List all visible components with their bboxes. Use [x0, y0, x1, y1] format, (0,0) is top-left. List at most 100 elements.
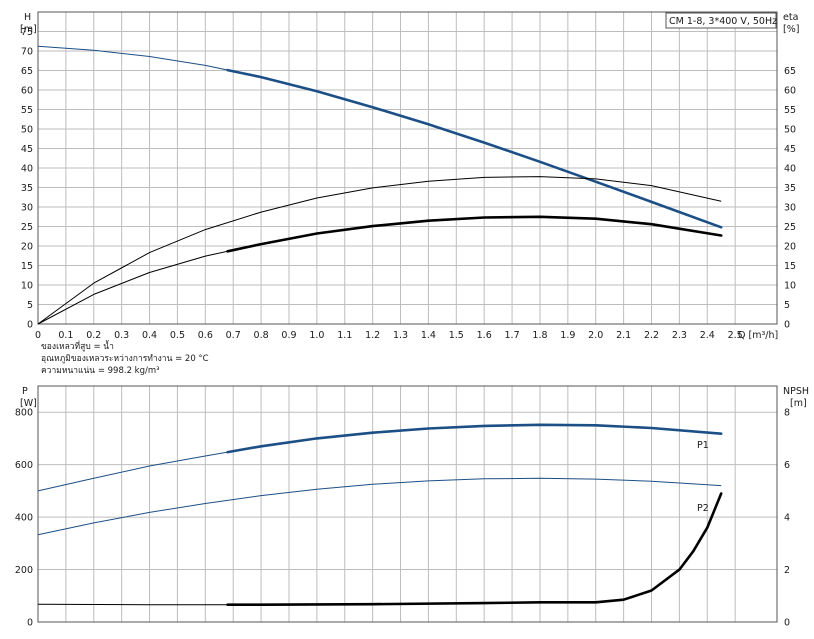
- top-y-tick-label: 70: [21, 47, 33, 58]
- top-x-tick-label: 0.1: [58, 330, 73, 341]
- top-x-tick-label: 1.1: [337, 330, 352, 341]
- top-y-tick-label: 55: [21, 105, 33, 116]
- top-y-axis-label: H: [24, 12, 31, 23]
- top-chart-frame: [37, 11, 778, 325]
- top-x-tick-label: 2.4: [700, 330, 715, 341]
- bottom-chart-ticks: 0 200 400 600 800 0 2 4 6 8: [15, 408, 790, 629]
- top-y2-tick-label: 65: [784, 66, 796, 77]
- top-y2-tick-label: 55: [784, 105, 796, 116]
- bottom-series-npsh-curve-line: [37, 493, 722, 606]
- top-y2-tick-label: 40: [784, 164, 796, 175]
- top-y-tick-label: 30: [21, 203, 33, 214]
- top-y-tick-label: 25: [21, 222, 33, 233]
- top-y2-tick-label: 0: [784, 320, 790, 331]
- top-series-efficiency-curve-bold-line: [37, 216, 722, 325]
- top-x-tick-label: 0.9: [281, 330, 296, 341]
- top-x-tick-label: 0.8: [254, 330, 269, 341]
- top-y-tick-label: 20: [21, 242, 33, 253]
- top-x-axis-label: Q [m³/h]: [738, 330, 778, 341]
- bottom-chart-series: [37, 423, 723, 606]
- bottom-y-axis-unit: [W]: [20, 398, 37, 409]
- top-y2-tick-label: 30: [784, 203, 796, 214]
- series-label-p2: P2: [697, 503, 709, 514]
- top-x-tick-label: 0.5: [170, 330, 185, 341]
- bottom-series-p1-operating-range: [226, 423, 723, 454]
- top-y2-axis-label: eta: [783, 12, 798, 23]
- series-label-p1: P1: [697, 440, 709, 451]
- top-y2-tick-label: 60: [784, 86, 796, 97]
- top-y2-tick-label: 5: [784, 300, 790, 311]
- top-y-tick-label: 40: [21, 164, 33, 175]
- top-chart-grid: [38, 12, 777, 324]
- bottom-chart-grid: [38, 386, 777, 622]
- bottom-y2-axis-unit: [m]: [790, 398, 807, 409]
- chart-title-box: CM 1-8, 3*400 V, 50Hz: [665, 12, 777, 29]
- top-x-tick-label: 0.6: [198, 330, 213, 341]
- top-x-tick-label: 2.5: [728, 330, 743, 341]
- bottom-y-tick-label: 600: [15, 460, 33, 471]
- bottom-chart-frame: [37, 385, 778, 623]
- bottom-y2-tick-label: 4: [784, 513, 790, 524]
- top-series-head-curve-line: [37, 45, 722, 228]
- top-x-tick-label: 0.3: [114, 330, 129, 341]
- bottom-y-tick-label: 400: [15, 513, 33, 524]
- top-y-tick-label: 60: [21, 86, 33, 97]
- note-liquid-temperature: อุณหภูมิของเหลวระหว่างการทำงาน = 20 °C: [41, 354, 209, 364]
- top-y2-tick-label: 50: [784, 125, 796, 136]
- top-y-tick-label: 5: [27, 300, 33, 311]
- note-density: ความหนาแน่น = 998.2 kg/m³: [41, 366, 160, 376]
- top-y-tick-label: 65: [21, 66, 33, 77]
- top-chart-ticks: 0 5 10 15 20 25 30 35 40 45 50 55 60 65 70 75 0 5 10 15 20 25…: [21, 27, 796, 341]
- top-x-tick-label: 2.2: [644, 330, 659, 341]
- bottom-y2-tick-label: 0: [784, 618, 790, 629]
- top-series-efficiency-curve-bold-operating-range: [226, 215, 723, 253]
- top-x-tick-label: 1.6: [477, 330, 492, 341]
- top-y2-tick-label: 45: [784, 144, 796, 155]
- top-x-tick-label: 1.2: [365, 330, 380, 341]
- top-x-tick-label: 1.7: [505, 330, 520, 341]
- top-x-tick-label: 0: [35, 330, 41, 341]
- top-y2-tick-label: 10: [784, 281, 796, 292]
- top-x-tick-label: 0.7: [226, 330, 241, 341]
- top-x-tick-label: 1.8: [532, 330, 547, 341]
- bottom-y2-axis-label: NPSH: [783, 386, 809, 397]
- top-x-tick-label: 2.0: [588, 330, 603, 341]
- top-y-tick-label: 50: [21, 125, 33, 136]
- top-x-tick-label: 1.0: [309, 330, 324, 341]
- bottom-y-tick-label: 800: [15, 408, 33, 419]
- top-x-tick-label: 2.1: [616, 330, 631, 341]
- top-y-tick-label: 0: [27, 320, 33, 331]
- top-x-tick-label: 0.2: [86, 330, 101, 341]
- top-x-tick-label: 1.3: [393, 330, 408, 341]
- note-pumped-liquid: ของเหลวที่สูบ = น้ำ: [41, 342, 114, 352]
- bottom-y2-tick-label: 8: [784, 408, 790, 419]
- top-y-tick-label: 75: [21, 27, 33, 38]
- top-y2-tick-label: 20: [784, 242, 796, 253]
- top-x-tick-label: 0.4: [142, 330, 157, 341]
- bottom-series-p2-line: [37, 477, 722, 536]
- top-x-tick-label: 2.3: [672, 330, 687, 341]
- top-series-efficiency-curve-thin-line: [37, 176, 722, 325]
- top-y2-tick-label: 25: [784, 222, 796, 233]
- top-y2-tick-label: 35: [784, 183, 796, 194]
- chart-title: CM 1-8, 3*400 V, 50Hz: [669, 16, 777, 27]
- top-y2-axis-unit: [%]: [783, 24, 799, 35]
- bottom-y-tick-label: 0: [27, 618, 33, 629]
- top-series-head-curve-operating-range: [226, 68, 723, 229]
- bottom-y2-tick-label: 6: [784, 460, 790, 471]
- top-x-tick-label: 1.9: [560, 330, 575, 341]
- top-y2-tick-label: 15: [784, 261, 796, 272]
- top-x-tick-label: 1.5: [449, 330, 464, 341]
- top-y-axis-unit: [m]: [20, 24, 37, 35]
- bottom-series-p1-line: [37, 424, 722, 492]
- bottom-series-npsh-curve-operating-range: [226, 492, 723, 606]
- top-y-tick-label: 15: [21, 261, 33, 272]
- top-y-tick-label: 10: [21, 281, 33, 292]
- bottom-y2-tick-label: 2: [784, 565, 790, 576]
- top-y-tick-label: 35: [21, 183, 33, 194]
- top-y-tick-label: 45: [21, 144, 33, 155]
- bottom-y-axis-label: P: [22, 386, 28, 397]
- bottom-y-tick-label: 200: [15, 565, 33, 576]
- top-chart-series: [37, 45, 723, 325]
